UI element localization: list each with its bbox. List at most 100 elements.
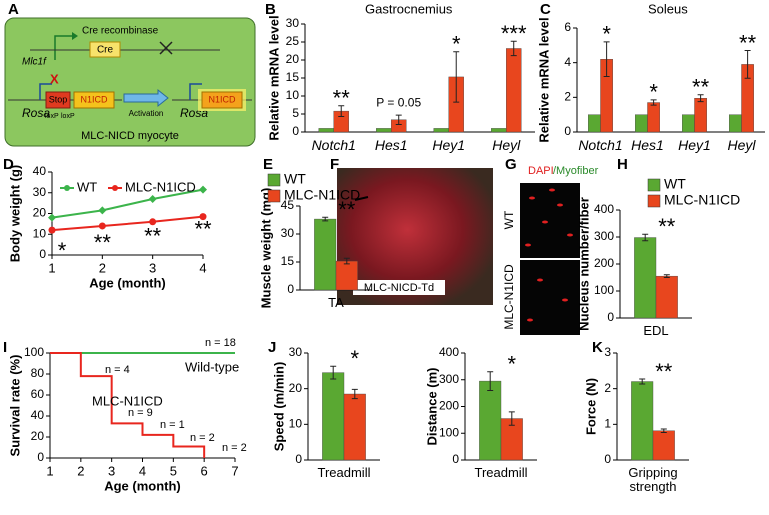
annotation: n = 9	[128, 407, 153, 419]
x-tick-label: 2	[77, 463, 84, 478]
y-tick-label: 10	[289, 417, 303, 431]
significance: *	[452, 32, 461, 57]
legend-label: MLC-N1ICD	[284, 187, 360, 203]
diagram-caption: MLC-NICD myocyte	[81, 130, 179, 142]
y-axis-label: Force (N)	[583, 378, 598, 435]
y-tick-label: 60	[31, 387, 45, 401]
y-tick-label: 80	[31, 366, 45, 380]
category-slot: Heyl	[727, 138, 756, 153]
y-tick-label: 0	[452, 452, 459, 466]
x-tick-label: 4	[139, 463, 146, 478]
legend-label: MLC-N1ICD	[664, 192, 740, 208]
x-tick-label: Hey1	[678, 138, 711, 153]
y-axis-label: Relative mRNA level	[536, 17, 551, 142]
y-tick-label: 200	[439, 399, 459, 413]
y-tick-label: 20	[33, 206, 47, 220]
error-bar	[395, 114, 402, 125]
panel-label: B	[265, 1, 276, 18]
y-axis-label: Speed (m/min)	[271, 362, 286, 452]
y-tick-label: 20	[286, 52, 300, 66]
bar	[631, 381, 654, 461]
legend-label: WT	[664, 176, 686, 192]
line	[50, 352, 206, 458]
error-bar	[487, 371, 494, 391]
marker	[199, 213, 207, 221]
nuclei	[525, 188, 573, 322]
panel-label: J	[268, 339, 276, 356]
loxp-label: loxP	[45, 113, 59, 120]
x-tick-label: EDL	[643, 324, 669, 338]
bar	[635, 114, 648, 133]
y-tick-label: 30	[281, 226, 295, 240]
x-tick-label: 5	[170, 463, 177, 478]
x-tick-label: TA	[328, 296, 344, 310]
x-tick-label: Treadmill	[317, 466, 371, 480]
x-tick-label: 6	[201, 463, 208, 478]
y-tick-label: 400	[594, 202, 614, 216]
legend-swatch	[647, 194, 661, 208]
n1icd-box	[73, 91, 115, 109]
significance: **	[692, 75, 710, 100]
y-tick-label: 3	[604, 345, 611, 359]
category-slot: Hey1	[678, 138, 711, 153]
category-slot: Gripping strength	[628, 466, 678, 494]
x-tick-label: 7	[231, 463, 238, 478]
x-tick-label: Gripping strength	[628, 466, 678, 494]
n1icd-label: N1ICD	[80, 94, 108, 104]
y-tick-label: 100	[439, 425, 459, 439]
category-slot: Notch1	[312, 138, 356, 152]
x-tick-label: Heyl	[727, 138, 756, 153]
chart-title: Gastrocnemius	[365, 1, 453, 16]
marker	[48, 226, 56, 234]
rosa-arrow	[39, 83, 52, 100]
category-slot: Heyl	[492, 138, 520, 152]
bar	[634, 237, 657, 319]
legend-marker	[64, 185, 70, 191]
arrow-head	[72, 32, 78, 40]
panel-label: A	[8, 1, 19, 18]
y-tick-label: 400	[439, 345, 459, 359]
error-bar	[744, 50, 751, 79]
annotation: n = 2	[222, 442, 247, 454]
x-axis-label: Age (month)	[89, 275, 166, 290]
line	[51, 188, 204, 219]
bar	[682, 114, 695, 133]
significance: ***	[501, 21, 527, 46]
significance: **	[655, 359, 673, 384]
y-tick-label: 6	[564, 20, 571, 34]
arrow	[354, 196, 369, 201]
stop-box	[45, 91, 71, 109]
bar	[506, 48, 522, 133]
y-tick-label: 0	[39, 247, 46, 261]
y-tick-label: 20	[289, 381, 303, 395]
annotation: n = 1	[160, 419, 185, 431]
significance: *	[58, 238, 67, 263]
error-bar	[603, 41, 610, 78]
y-axis-label: Nucleus number/fiber	[576, 197, 591, 331]
y-axis-label: Survival rate (%)	[7, 355, 22, 457]
y-tick-label: 30	[286, 16, 300, 30]
error-bar	[510, 40, 517, 57]
marker	[199, 185, 207, 194]
error-bar	[642, 233, 649, 242]
y-tick-label: 100	[24, 345, 44, 359]
y-tick-label: 10	[33, 226, 47, 240]
category-slot: Notch1	[578, 138, 623, 153]
y-tick-label: 300	[594, 229, 614, 243]
category-slot: Treadmill	[317, 466, 371, 480]
bar	[318, 128, 334, 133]
significance: P = 0.05	[376, 95, 421, 109]
stain-title: /Myofiber	[553, 165, 599, 177]
significance: *	[649, 80, 658, 105]
error-bar	[639, 378, 646, 385]
stop-label: Stop	[49, 94, 68, 104]
significance: **	[144, 224, 162, 249]
significance: **	[194, 216, 212, 241]
y-tick-label: 2	[604, 381, 611, 395]
significance: *	[351, 346, 360, 371]
activation-arrow	[123, 88, 169, 108]
y-tick-label: 200	[594, 256, 614, 270]
x-tick-label: Notch1	[578, 138, 623, 153]
block-mark: X	[50, 71, 59, 86]
x-tick-label: 1	[46, 463, 53, 478]
